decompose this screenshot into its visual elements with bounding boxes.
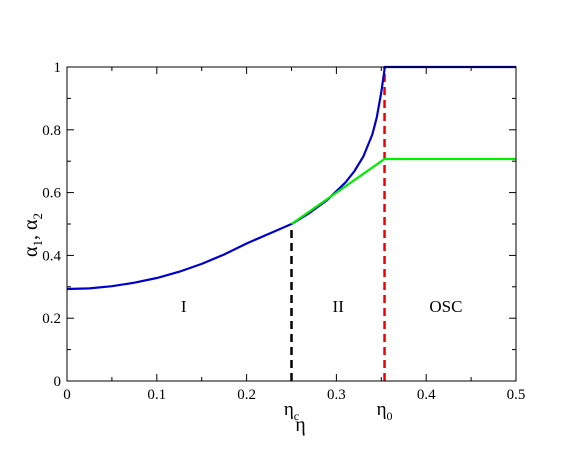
x-tick-label: 0.3 bbox=[327, 387, 346, 403]
tick-labels: 0 0.1 0.2 0.3 0.4 0.5 0 0.2 0.4 0.6 0.8 1 bbox=[42, 60, 525, 403]
eta-c-label: ηc bbox=[284, 399, 299, 423]
x-tick-label: 0.5 bbox=[507, 387, 526, 403]
y-axis-label-main-2: α bbox=[20, 219, 42, 230]
svg-text:α1, α2: α1, α2 bbox=[20, 213, 45, 257]
eta-0-label: η0 bbox=[377, 399, 393, 423]
region-label: OSC bbox=[429, 297, 462, 316]
x-tick-label: 0.2 bbox=[237, 387, 256, 403]
data-lines bbox=[66, 65, 516, 381]
y-tick-label: 1 bbox=[54, 60, 62, 76]
region-label: I bbox=[181, 297, 187, 316]
eta-0-sub: 0 bbox=[387, 409, 393, 423]
eta-c-sub: c bbox=[294, 409, 299, 423]
y-axis-label-sub1: 1 bbox=[30, 240, 45, 247]
y-axis-label-sub2: 2 bbox=[30, 213, 45, 220]
y-axis-label-sep: , bbox=[20, 230, 42, 240]
y-tick-label: 0.6 bbox=[42, 186, 61, 202]
eta-0-main: η bbox=[377, 399, 387, 420]
y-tick-label: 0.4 bbox=[42, 248, 61, 264]
y-tick-label: 0.2 bbox=[42, 311, 61, 327]
y-axis-label-main: α bbox=[20, 246, 42, 257]
vline-labels: ηc η0 bbox=[284, 399, 393, 423]
region-labels: I II OSC bbox=[181, 297, 463, 316]
x-tick-label: 0 bbox=[63, 387, 71, 403]
alpha2-series-line bbox=[290, 157, 516, 225]
x-axis-label: η bbox=[295, 414, 305, 436]
x-tick-label: 0.4 bbox=[417, 387, 436, 403]
y-tick-label: 0 bbox=[54, 374, 62, 390]
y-tick-label: 0.8 bbox=[42, 123, 61, 139]
alpha1-series-line bbox=[66, 65, 516, 291]
region-label: II bbox=[333, 297, 345, 316]
x-tick-label: 0.1 bbox=[147, 387, 166, 403]
y-axis-label: α1, α2 bbox=[20, 213, 45, 257]
eta-c-main: η bbox=[284, 399, 294, 420]
axis-ticks bbox=[66, 66, 517, 382]
